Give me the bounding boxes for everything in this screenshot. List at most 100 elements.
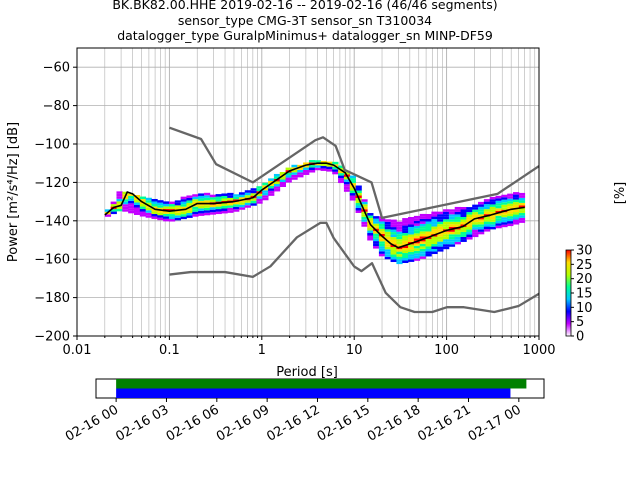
psd-cell (192, 206, 199, 210)
psd-cell (308, 170, 316, 173)
psd-cell (396, 244, 403, 247)
psd-cell (367, 237, 374, 241)
psd-cell (478, 204, 485, 207)
psd-cell (320, 160, 327, 164)
psd-cell (373, 246, 380, 249)
psd-cell (378, 238, 386, 242)
psd-cell (244, 205, 251, 208)
psd-cell (513, 204, 520, 208)
psd-cell (507, 223, 514, 227)
psd-cell (495, 218, 502, 221)
psd-cell (460, 221, 467, 225)
psd-cell (308, 167, 316, 171)
psd-cell (501, 197, 508, 200)
psd-cell (262, 190, 269, 193)
psd-cell (355, 185, 362, 189)
psd-cell (448, 211, 456, 215)
psd-cell (378, 236, 386, 239)
y-tick-label: −160 (34, 253, 70, 268)
psd-cell (489, 224, 496, 227)
psd-cell (437, 224, 444, 227)
psd-cell (168, 206, 176, 210)
psd-cell (128, 198, 135, 201)
psd-cell (349, 188, 356, 191)
psd-cell (215, 211, 222, 215)
psd-cell (192, 214, 199, 217)
psd-cell (478, 219, 485, 222)
psd-cell (367, 225, 374, 229)
psd-cell (443, 221, 450, 225)
psd-cell (478, 214, 485, 217)
psd-cell (402, 230, 409, 234)
psd-cell (373, 238, 380, 242)
colorbar-tick-label: 15 (576, 287, 593, 302)
psd-cell (413, 220, 421, 224)
psd-cell (233, 201, 240, 205)
psd-cell (279, 184, 286, 187)
psd-cell (168, 201, 176, 205)
psd-cell (472, 207, 479, 210)
psd-cell (233, 206, 240, 210)
psd-cell (425, 251, 432, 254)
psd-cell (244, 190, 251, 193)
psd-cell (419, 238, 426, 242)
y-tick-label: −200 (34, 330, 70, 345)
psd-cell (390, 242, 397, 245)
psd-cell (198, 208, 205, 211)
psd-cell (378, 221, 386, 224)
psd-cell (110, 204, 117, 207)
psd-cell (402, 238, 409, 241)
psd-cell (157, 200, 164, 203)
psd-cell (443, 239, 450, 242)
psd-cell (518, 220, 526, 223)
psd-cell (501, 202, 508, 205)
new-low-noise-model-line (169, 221, 540, 314)
psd-cell (431, 249, 438, 252)
psd-cell (443, 224, 450, 227)
psd-cell (151, 198, 158, 202)
axes: 0.01 0.1 1 10 100 1000 −200 −180 −160 −140 −120 −10… (34, 61, 555, 358)
y-tick-label: −140 (34, 214, 70, 229)
psd-cell (373, 236, 380, 239)
psd-cell (163, 203, 170, 207)
psd-cell (227, 202, 234, 206)
psd-cell (483, 224, 491, 227)
psd-cell (186, 207, 193, 211)
psd-cell (215, 204, 222, 207)
psd-cell (518, 205, 526, 208)
psd-cell (174, 202, 182, 206)
psd-cell (413, 255, 421, 259)
psd-cell (139, 196, 147, 200)
psd-cell (110, 211, 117, 215)
psd-cell (518, 202, 526, 206)
psd-cell (250, 203, 257, 206)
psd-cell (373, 218, 380, 222)
psd-cell (396, 236, 403, 240)
psd-cell (460, 234, 467, 237)
psd-cell (209, 207, 217, 210)
psd-cell (460, 231, 467, 235)
psd-cell (513, 202, 520, 205)
psd-cell (513, 199, 520, 203)
psd-cell (285, 167, 292, 171)
psd-cell (501, 217, 508, 220)
psd-cell (443, 241, 450, 245)
psd-cell (495, 208, 502, 211)
psd-cell (198, 200, 205, 204)
psd-cell (145, 197, 152, 201)
psd-cell (413, 225, 421, 229)
x-tick-label: 0.1 (159, 343, 180, 358)
psd-cell (431, 231, 438, 235)
psd-cell (227, 192, 234, 196)
psd-cell (273, 176, 281, 179)
psd-cell (227, 210, 234, 213)
psd-cell (425, 253, 432, 257)
psd-cell (338, 170, 345, 174)
psd-cell (186, 212, 193, 216)
psd-cell (192, 196, 199, 200)
psd-cell (343, 176, 351, 180)
psd-cell (367, 235, 374, 238)
psd-cell (507, 206, 514, 209)
psd-cell (518, 210, 526, 213)
